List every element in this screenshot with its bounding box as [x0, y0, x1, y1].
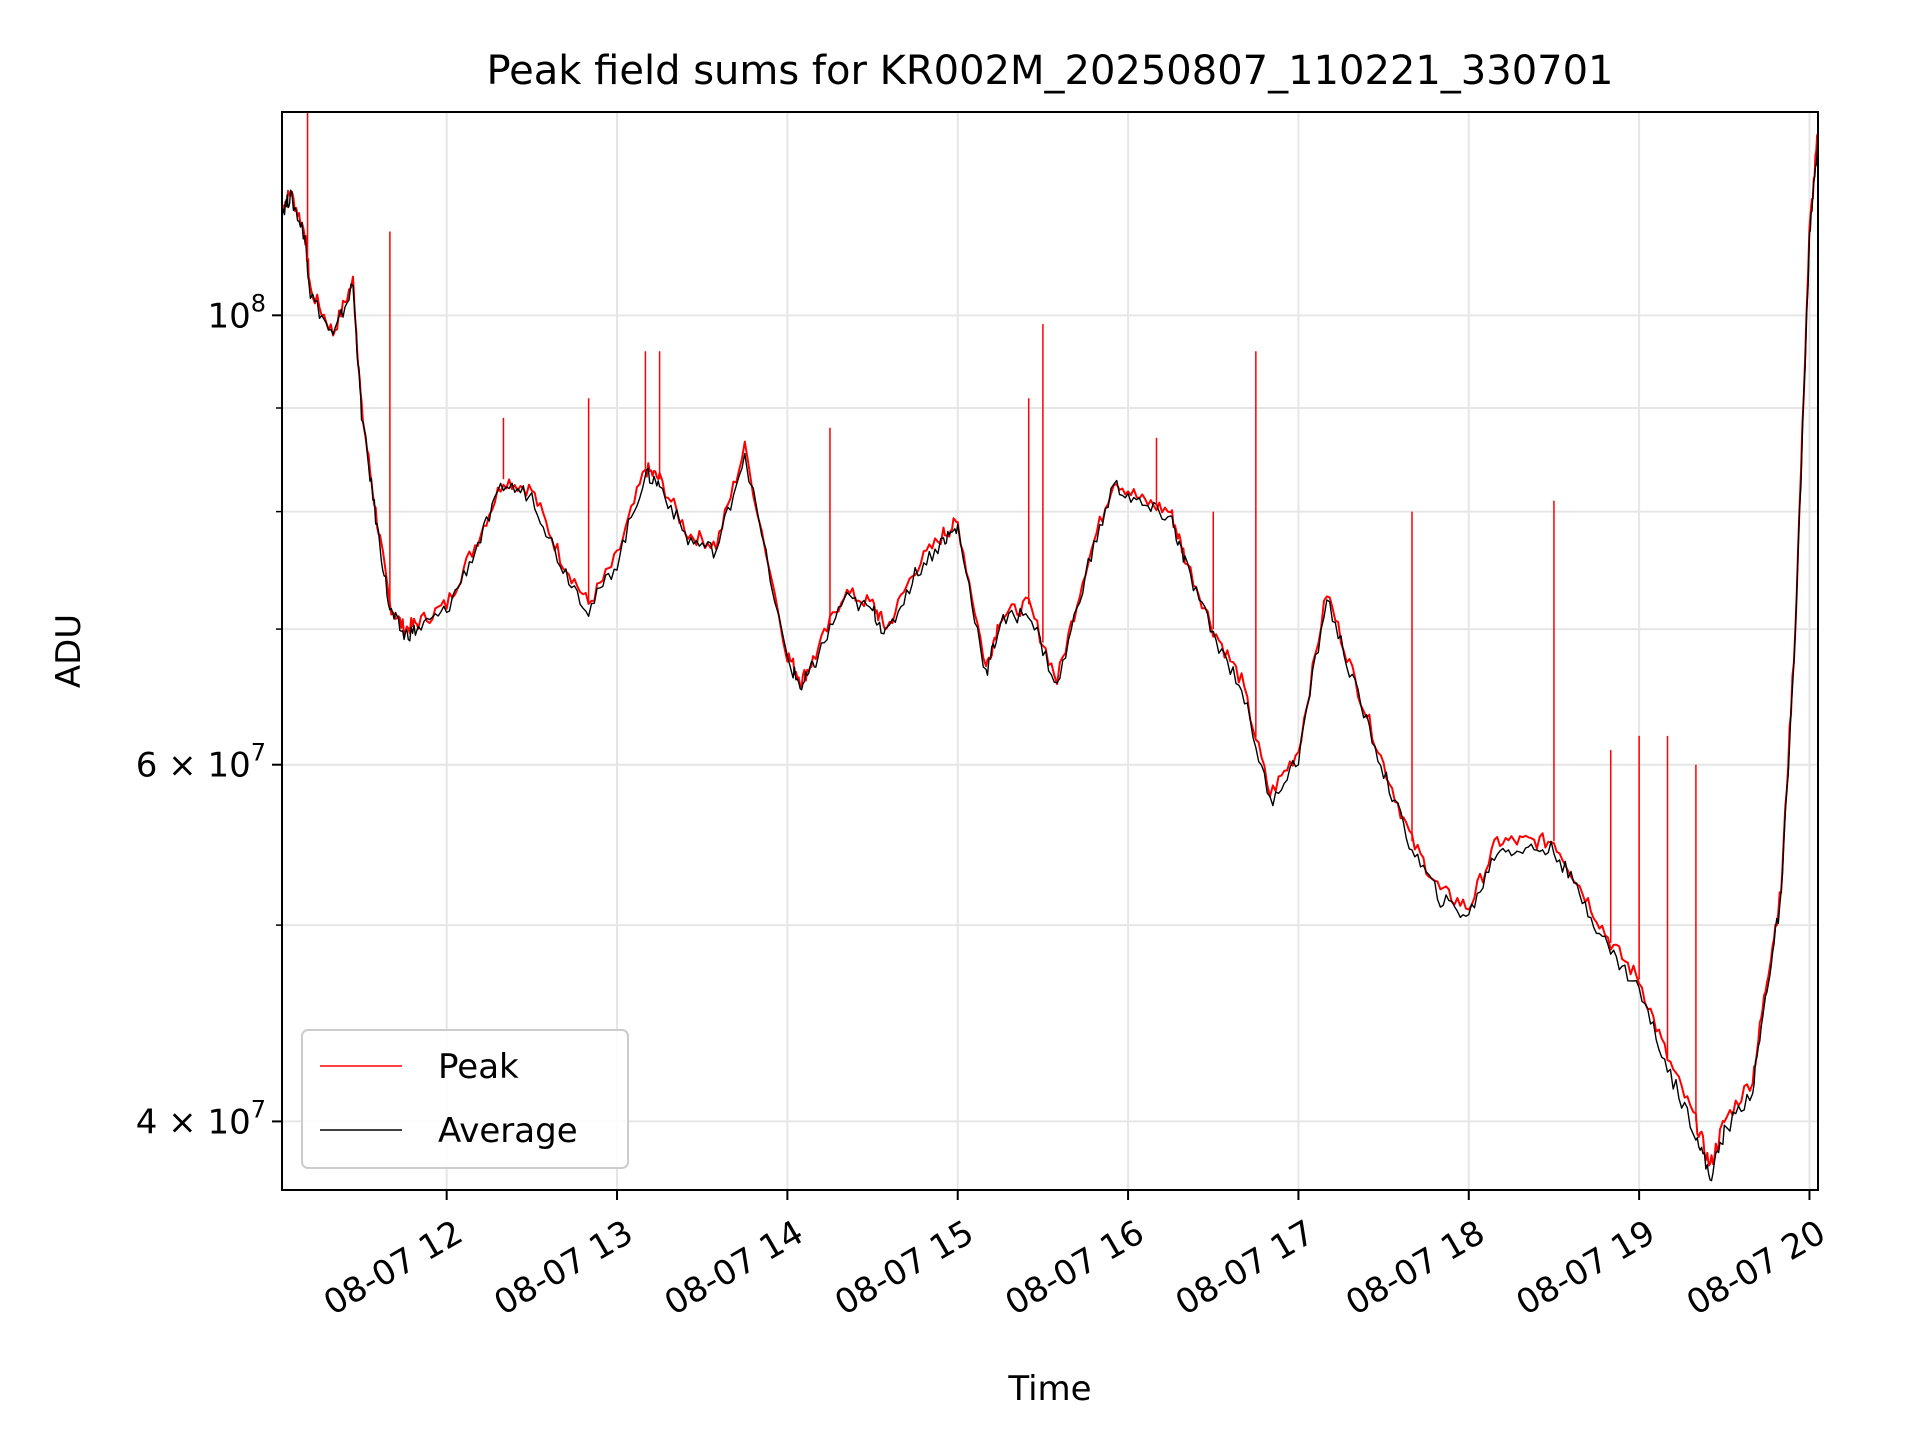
- series-lines: [281, 112, 1819, 1182]
- y-tick-label-0: 4 × 107: [136, 1095, 266, 1142]
- y-tick-label-2: 108: [207, 289, 266, 336]
- x-axis-label: Time: [1007, 1369, 1091, 1409]
- chart-title: Peak field sums for KR002M_20250807_1102…: [486, 48, 1613, 94]
- axes-frame: [281, 111, 1819, 1191]
- legend-label-average: Average: [438, 1111, 578, 1151]
- legend-label-peak: Peak: [438, 1047, 519, 1087]
- legend-box: [301, 1029, 629, 1169]
- legend: Peak Average: [301, 1029, 629, 1169]
- y-axis-ticks: 4 × 107 6 × 107 108: [136, 289, 282, 1142]
- series-line-average: [281, 136, 1819, 1182]
- y-tick-label-1: 6 × 107: [136, 739, 266, 786]
- plot-area: [281, 111, 1819, 1191]
- y-axis-label: ADU: [49, 614, 89, 688]
- gridlines: [282, 112, 1818, 1190]
